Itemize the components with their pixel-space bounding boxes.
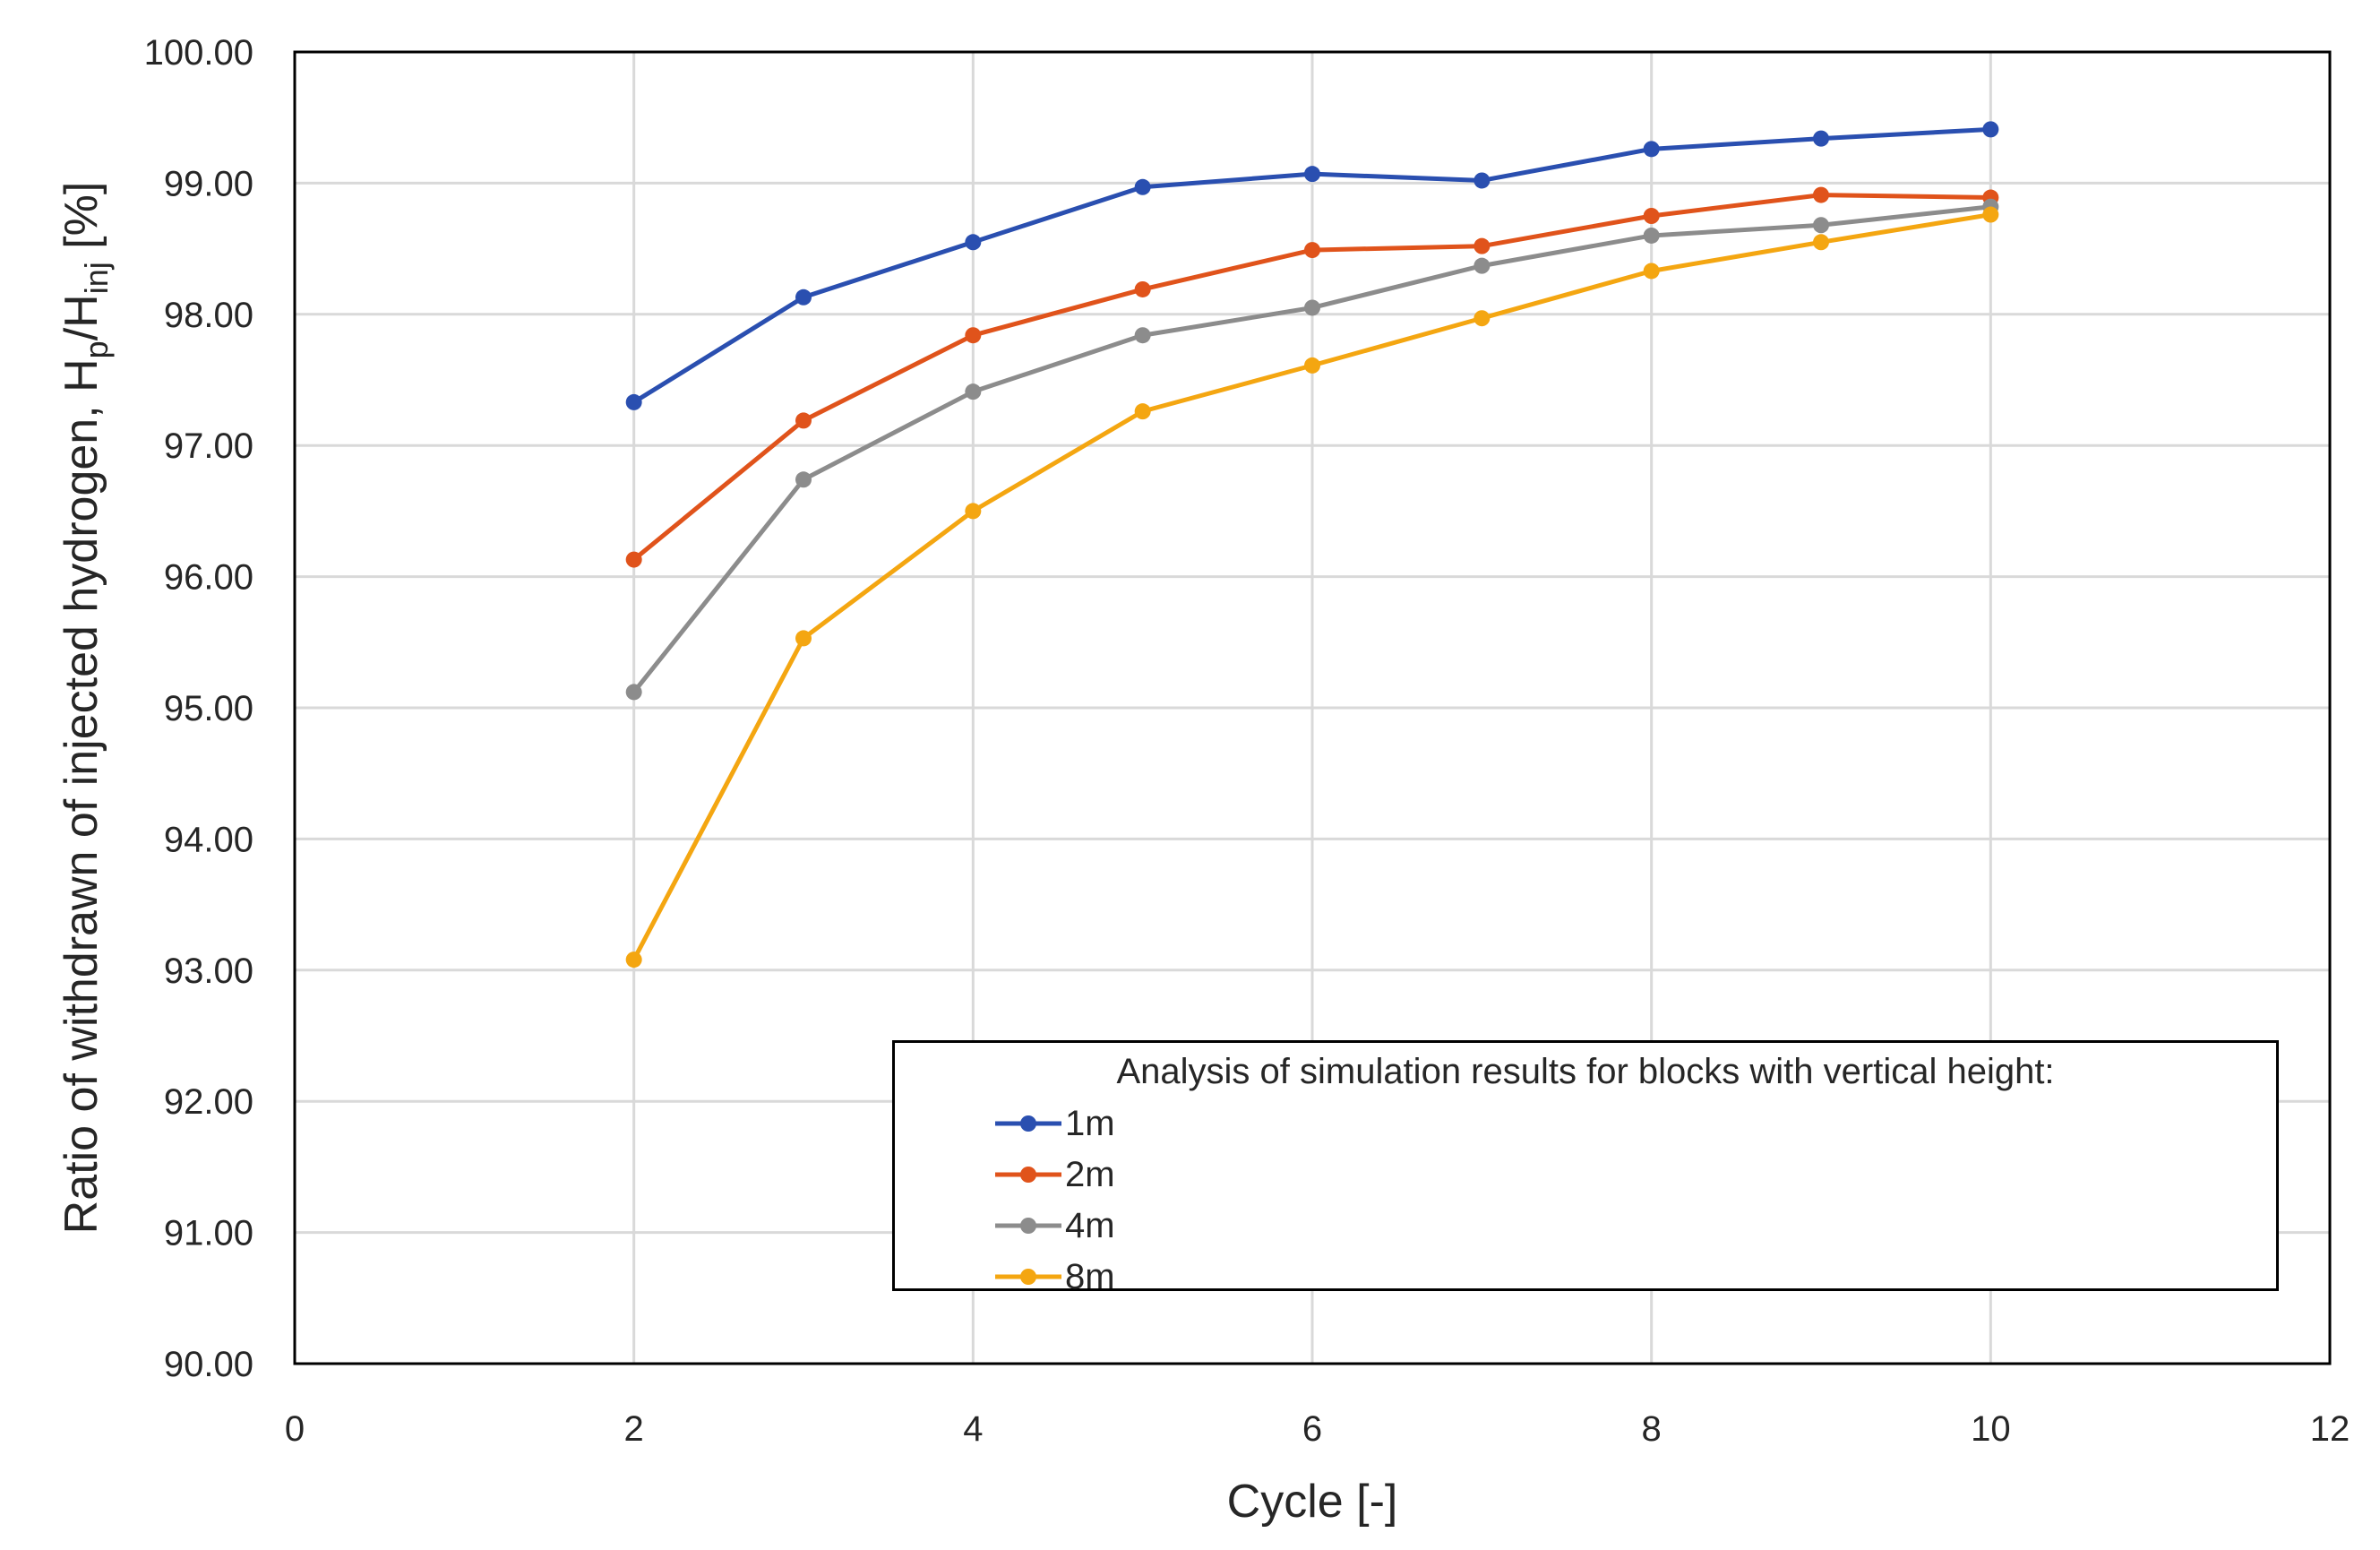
- data-point-2m: [1134, 280, 1151, 297]
- data-point-4m: [1474, 257, 1491, 274]
- series-2m: [625, 186, 1999, 568]
- legend: Analysis of simulation results for block…: [892, 1040, 2279, 1295]
- y-tick-label: 94.00: [164, 820, 253, 859]
- x-tick-label: 4: [963, 1409, 983, 1449]
- data-point-8m: [795, 630, 812, 647]
- data-point-4m: [1813, 217, 1829, 234]
- data-point-2m: [795, 412, 812, 429]
- legend-title: Analysis of simulation results for block…: [1116, 1052, 2055, 1091]
- data-point-1m: [965, 234, 982, 251]
- data-point-8m: [1304, 357, 1320, 374]
- data-point-2m: [1474, 237, 1491, 254]
- data-point-1m: [1813, 130, 1829, 147]
- series-4m: [625, 198, 1999, 701]
- legend-swatch: [995, 1115, 1061, 1132]
- y-axis: 90.00 91.00 92.00 93.00 94.00 95.00 96.00 97.00…: [144, 33, 253, 1384]
- data-point-1m: [1982, 121, 1999, 138]
- x-tick-label: 12: [2310, 1409, 2350, 1449]
- data-point-8m: [965, 503, 982, 520]
- x-axis: 0 2 4 6 8 10 12: [285, 1409, 2350, 1449]
- data-point-2m: [1643, 208, 1660, 224]
- data-point-1m: [1304, 166, 1320, 183]
- data-point-1m: [625, 393, 642, 410]
- data-point-8m: [1474, 310, 1491, 327]
- data-point-4m: [1304, 299, 1320, 316]
- y-axis-title: Ratio of withdrawn of injected hydrogen,…: [56, 182, 115, 1235]
- y-tick-label: 95.00: [164, 689, 253, 728]
- x-tick-label: 8: [1642, 1409, 1662, 1449]
- x-tick-label: 10: [1971, 1409, 2011, 1449]
- series-1m: [625, 121, 1999, 410]
- data-point-2m: [965, 327, 982, 344]
- y-tick-label: 96.00: [164, 558, 253, 598]
- y-tick-label: 91.00: [164, 1214, 253, 1253]
- data-point-8m: [1982, 206, 1999, 223]
- legend-label: 4m: [1065, 1206, 1115, 1245]
- legend-label: 8m: [1065, 1257, 1115, 1296]
- y-tick-label: 92.00: [164, 1082, 253, 1122]
- data-point-1m: [1643, 141, 1660, 158]
- legend-label: 2m: [1065, 1155, 1115, 1194]
- plot-area: [293, 50, 2332, 1365]
- y-tick-label: 100.00: [144, 33, 253, 73]
- data-point-1m: [1134, 178, 1151, 195]
- x-tick-label: 0: [285, 1409, 305, 1449]
- y-tick-label: 98.00: [164, 296, 253, 335]
- data-point-1m: [795, 288, 812, 306]
- data-point-4m: [795, 471, 812, 488]
- data-point-2m: [625, 551, 642, 568]
- data-point-4m: [1134, 327, 1151, 344]
- data-point-8m: [1813, 234, 1829, 251]
- data-point-8m: [1134, 403, 1151, 420]
- x-axis-title: Cycle [-]: [1227, 1476, 1398, 1528]
- data-point-4m: [1643, 227, 1660, 244]
- series-group: [625, 121, 1999, 969]
- legend-swatch: [995, 1167, 1061, 1183]
- x-tick-label: 2: [624, 1409, 644, 1449]
- data-point-8m: [625, 952, 642, 969]
- data-point-2m: [1813, 186, 1829, 203]
- legend-swatch: [995, 1218, 1061, 1234]
- data-point-2m: [1304, 242, 1320, 259]
- y-tick-label: 99.00: [164, 164, 253, 203]
- data-point-1m: [1474, 172, 1491, 189]
- data-point-4m: [965, 383, 982, 400]
- y-tick-label: 97.00: [164, 426, 253, 466]
- legend-label: 1m: [1065, 1104, 1115, 1143]
- y-tick-label: 90.00: [164, 1345, 253, 1384]
- series-8m: [625, 206, 1999, 969]
- data-point-4m: [625, 684, 642, 701]
- data-point-8m: [1643, 263, 1660, 280]
- y-tick-label: 93.00: [164, 952, 253, 991]
- legend-swatch: [995, 1269, 1061, 1285]
- x-tick-label: 6: [1302, 1409, 1322, 1449]
